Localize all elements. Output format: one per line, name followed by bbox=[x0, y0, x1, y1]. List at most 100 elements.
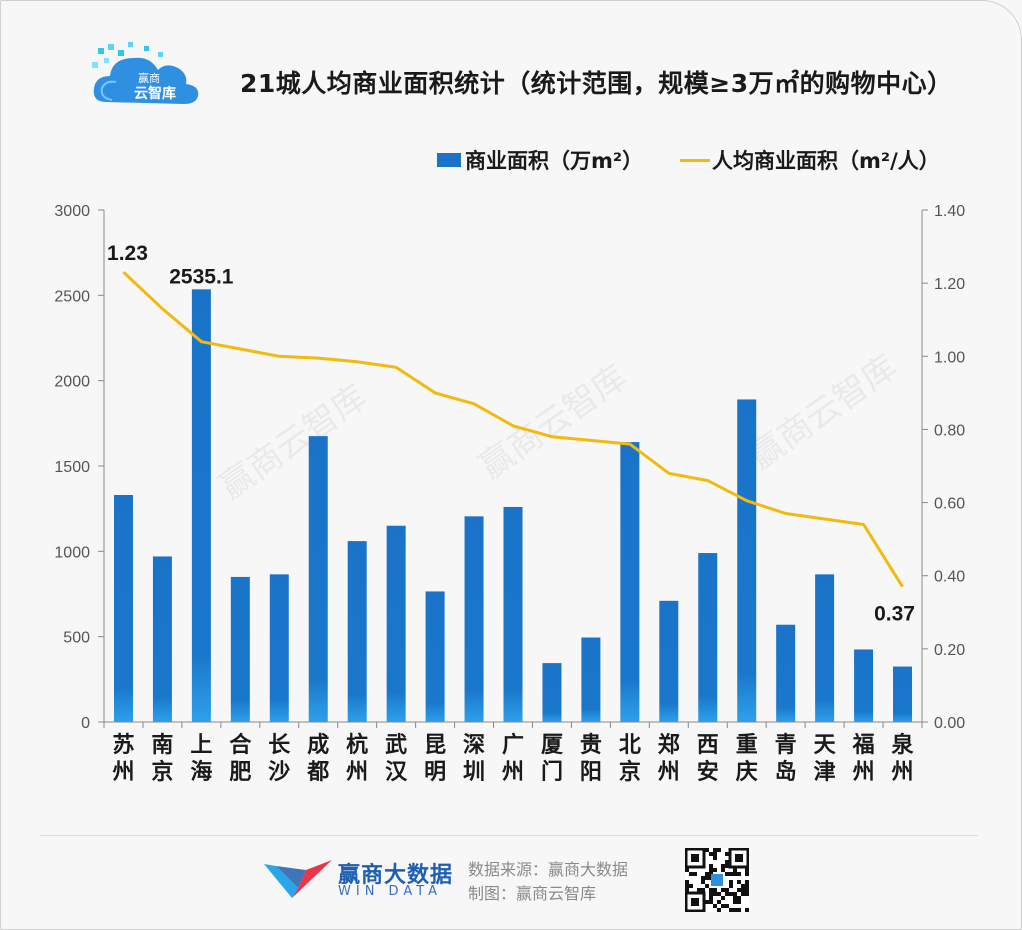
x-tick-label: 北 bbox=[619, 732, 641, 757]
qr-module bbox=[705, 876, 709, 880]
qr-module bbox=[741, 892, 745, 896]
bar bbox=[230, 576, 250, 722]
qr-code-icon bbox=[685, 848, 749, 912]
qr-module bbox=[717, 900, 721, 904]
qr-module bbox=[733, 892, 737, 896]
qr-module bbox=[733, 896, 737, 900]
x-tick-label: 安 bbox=[697, 759, 719, 784]
svg-text:赢商: 赢商 bbox=[138, 71, 160, 85]
legend: 商业面积（万m²） 人均商业面积（m²/人） bbox=[0, 144, 1022, 174]
qr-module bbox=[685, 888, 689, 892]
qr-module bbox=[737, 900, 741, 904]
brand-name: 赢商大数据 bbox=[338, 863, 454, 888]
qr-module bbox=[737, 896, 741, 900]
x-tick-label: 青 bbox=[775, 732, 797, 757]
y-left-tick-label: 0 bbox=[81, 715, 90, 732]
x-tick-label: 深 bbox=[463, 732, 485, 757]
y-left-tick-label: 1500 bbox=[54, 459, 90, 476]
qr-finder bbox=[685, 848, 706, 869]
qr-module bbox=[685, 880, 689, 884]
x-tick-label: 南 bbox=[151, 732, 173, 757]
qr-module bbox=[745, 888, 749, 892]
legend-line-swatch bbox=[680, 159, 710, 162]
x-tick-label: 肥 bbox=[229, 759, 251, 784]
y-left-tick-label: 2500 bbox=[54, 288, 90, 305]
bar bbox=[737, 399, 757, 722]
x-tick-label: 门 bbox=[541, 759, 563, 784]
qr-module bbox=[701, 888, 705, 892]
svg-text:云智库: 云智库 bbox=[134, 85, 176, 102]
y-right-tick-label: 1.40 bbox=[934, 203, 965, 220]
qr-module bbox=[701, 880, 705, 884]
qr-module bbox=[725, 860, 729, 864]
x-tick-label: 津 bbox=[814, 759, 836, 784]
qr-module bbox=[737, 888, 741, 892]
qr-module bbox=[721, 868, 725, 872]
x-tick-label: 明 bbox=[424, 759, 446, 784]
qr-module bbox=[717, 892, 721, 896]
qr-module bbox=[721, 864, 725, 868]
x-tick-label: 贵 bbox=[580, 732, 602, 757]
y-right-tick-label: 1.20 bbox=[934, 276, 965, 293]
x-tick-label: 上 bbox=[190, 732, 212, 757]
bar bbox=[776, 624, 796, 722]
y-right-tick-label: 0.00 bbox=[934, 715, 965, 732]
y-right-tick-label: 0.60 bbox=[934, 496, 965, 513]
x-tick-label: 州 bbox=[853, 759, 875, 784]
footer-source: 数据来源：赢商大数据 制图：赢商云智库 bbox=[468, 858, 628, 906]
bar bbox=[503, 506, 523, 722]
qr-module bbox=[741, 884, 745, 888]
windata-logo-icon bbox=[264, 860, 332, 898]
qr-module bbox=[689, 884, 693, 888]
x-tick-label: 州 bbox=[112, 759, 134, 784]
qr-module bbox=[733, 868, 737, 872]
logo-cloud-icon: 赢商 云智库 bbox=[92, 42, 199, 104]
qr-module bbox=[717, 908, 721, 912]
x-tick-label: 州 bbox=[502, 759, 524, 784]
bar bbox=[269, 574, 289, 722]
legend-bar-swatch bbox=[437, 153, 461, 167]
bar bbox=[581, 637, 601, 722]
qr-module bbox=[729, 892, 733, 896]
qr-module bbox=[685, 884, 689, 888]
y-right-tick-label: 0.80 bbox=[934, 422, 965, 439]
qr-module bbox=[737, 872, 741, 876]
qr-module bbox=[721, 896, 725, 900]
bar bbox=[659, 600, 679, 722]
made-by-text: 制图：赢商云智库 bbox=[468, 884, 597, 903]
qr-module bbox=[725, 904, 729, 908]
qr-module bbox=[689, 872, 693, 876]
qr-module bbox=[705, 900, 709, 904]
chart-title: 21城人均商业面积统计（统计范围，规模≥3万㎡的购物中心） bbox=[240, 69, 953, 98]
qr-module bbox=[713, 848, 717, 852]
x-tick-label: 重 bbox=[736, 732, 758, 757]
y-left-tick-label: 1000 bbox=[54, 544, 90, 561]
qr-module bbox=[745, 880, 749, 884]
x-tick-label: 福 bbox=[852, 732, 875, 757]
y-left-tick-label: 2000 bbox=[54, 374, 90, 391]
qr-module bbox=[729, 884, 733, 888]
legend-line-label: 人均商业面积（m²/人） bbox=[712, 149, 940, 173]
bar bbox=[893, 666, 913, 722]
x-tick-label: 州 bbox=[658, 759, 680, 784]
qr-module bbox=[745, 892, 749, 896]
qr-finder-center bbox=[691, 898, 699, 906]
qr-module bbox=[709, 900, 713, 904]
qr-finder bbox=[728, 848, 749, 869]
x-tick-label: 郑 bbox=[658, 732, 680, 757]
bar bbox=[854, 649, 874, 722]
qr-module bbox=[745, 868, 749, 872]
y-right-tick-label: 0.40 bbox=[934, 569, 965, 586]
qr-finder bbox=[685, 891, 706, 912]
qr-module bbox=[717, 848, 721, 852]
x-tick-label: 苏 bbox=[112, 732, 134, 757]
qr-module bbox=[709, 852, 713, 856]
source-text: 数据来源：赢商大数据 bbox=[468, 860, 629, 879]
x-tick-label: 厦 bbox=[541, 732, 563, 757]
qr-module bbox=[713, 904, 717, 908]
qr-module bbox=[713, 852, 717, 856]
qr-module bbox=[729, 880, 733, 884]
x-tick-label: 京 bbox=[619, 759, 641, 784]
qr-module bbox=[685, 868, 689, 872]
